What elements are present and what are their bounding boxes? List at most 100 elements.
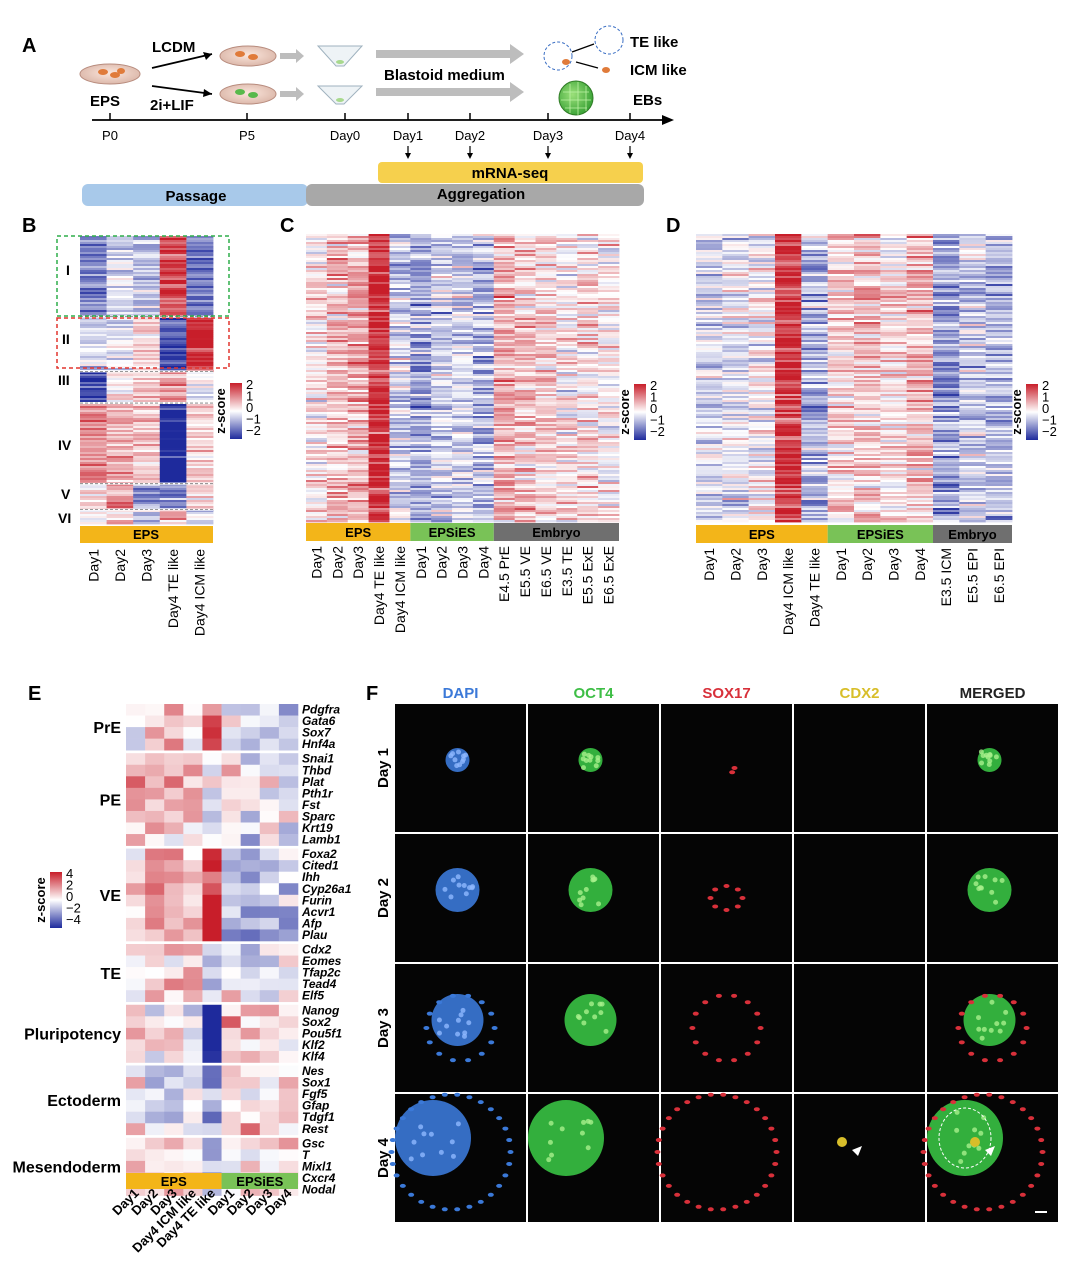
gene-label-eomes: Eomes <box>302 954 342 968</box>
c-col-11: E6.5 VE <box>538 546 554 597</box>
micrograph-2-5 <box>927 834 1058 962</box>
c-col-8: Day4 <box>475 546 491 579</box>
timeline-tick-1: P5 <box>239 128 255 143</box>
c-col-7: Day3 <box>455 546 471 579</box>
condition-lcdm: LCDM <box>152 39 195 56</box>
gene-label-tead4: Tead4 <box>302 977 337 991</box>
gene-label-fgf5: Fgf5 <box>302 1087 328 1101</box>
b-legend-tick-2: 0 <box>246 400 253 415</box>
c-col-5: Day1 <box>413 546 429 579</box>
e-legend-tick-0: 4 <box>66 866 73 881</box>
group-label-1: EPSiES <box>857 527 904 542</box>
cluster-i-box <box>56 235 230 317</box>
micrograph-4-5 <box>920 1092 1058 1222</box>
b-legend-tick-3: −1 <box>246 412 261 427</box>
arrowhead-icon <box>852 1146 862 1156</box>
phase-aggregation: Aggregation <box>437 186 525 203</box>
group-bar-0 <box>696 525 828 543</box>
e-legend-tick-4: −4 <box>66 912 81 927</box>
legend-d: 210−1−2 z-score <box>1009 378 1057 440</box>
panel-f-letter: F <box>366 683 378 705</box>
row-label-day-3: Day 3 <box>375 1008 392 1048</box>
c-col-10: E5.5 VE <box>517 546 533 597</box>
micrograph-1-3 <box>661 704 792 832</box>
panel-e: E PrE PE VE TE Pluripotency Ectoderm Mesendode… <box>13 683 352 1255</box>
b-col-2: Day3 <box>139 549 155 582</box>
timeline-tick-4: Day2 <box>455 128 485 143</box>
category-label-4: Pluripotency <box>24 1027 121 1044</box>
channel-label-dapi: DAPI <box>443 685 479 702</box>
timeline-tick-5: Day3 <box>533 128 563 143</box>
b-legend-tick-1: 1 <box>246 389 253 404</box>
d-legend-tick-2: 0 <box>1042 401 1049 416</box>
panel-d-letter: D <box>666 215 680 237</box>
group-bar-1 <box>827 525 933 543</box>
category-labels-e: PrE PE VE TE Pluripotency Ectoderm Mesendoderm <box>13 720 122 1177</box>
d-legend-tick-1: 1 <box>1042 390 1049 405</box>
d-col-8: Day4 <box>912 548 928 581</box>
gene-label-cited1: Cited1 <box>302 859 339 873</box>
gene-label-plau: Plau <box>302 928 328 942</box>
condition-2i-lif: 2i+LIF <box>150 97 194 114</box>
channel-label-cdx2: CDX2 <box>839 685 879 702</box>
group-bars-d: EPS EPSiES Embryo <box>696 525 1012 543</box>
e-legend-tick-1: 2 <box>66 878 73 893</box>
micrograph-4-1 <box>388 1092 526 1222</box>
panel-f: F DAPI OCT4 SOX17 CDX2 MERGED Day 1 Day 2 Day 3… <box>366 683 1058 1222</box>
group-label-1: EPSiES <box>236 1174 283 1189</box>
category-label-5: Ectoderm <box>47 1093 121 1110</box>
gene-labels-e: PdgfraGata6Sox7Hnf4aSnai1ThbdPlatPth1rFs… <box>301 703 352 1197</box>
d-col-2: Day3 <box>754 548 770 581</box>
micrograph-2-3 <box>661 834 792 962</box>
b-col-3: Day4 TE like <box>165 549 181 628</box>
group-bar-2 <box>933 525 1012 543</box>
cluster-label-iv: IV <box>58 437 72 453</box>
timeline-tick-0: P0 <box>102 128 118 143</box>
group-bar-0 <box>306 523 411 541</box>
micrograph-3-3 <box>661 964 792 1092</box>
group-bar-0 <box>126 1173 222 1189</box>
e-legend-title: z-score <box>33 877 48 923</box>
c-col-6: Day2 <box>434 546 450 579</box>
cluster-label-v: V <box>61 486 71 502</box>
channel-label-oct4: OCT4 <box>573 685 614 702</box>
e-legend-tick-3: −2 <box>66 901 81 916</box>
c-col-0: Day1 <box>308 546 324 579</box>
c-legend-tick-4: −2 <box>650 424 665 439</box>
gene-label-nes: Nes <box>302 1064 324 1078</box>
row-label-day-4: Day 4 <box>375 1137 392 1178</box>
c-col-3: Day4 TE like <box>371 546 387 625</box>
category-label-3: TE <box>101 966 122 983</box>
row-label-day-1: Day 1 <box>375 748 392 788</box>
heatmap-b <box>80 236 214 525</box>
c-col-1: Day2 <box>329 546 345 579</box>
blastoid-icon <box>543 25 624 116</box>
panel-a: A EPS LCDM 2i+LIF <box>22 25 687 206</box>
group-label-1: EPSiES <box>429 525 476 540</box>
d-col-1: Day2 <box>728 548 744 581</box>
gene-label-klf2: Klf2 <box>302 1038 325 1052</box>
d-col-4: Day4 TE like <box>807 548 823 627</box>
gene-label-rest: Rest <box>302 1122 329 1136</box>
gene-label-pou5f1: Pou5f1 <box>302 1026 342 1040</box>
microwell-icon <box>316 45 364 105</box>
panel-d: D EPS EPSiES Embryo Day1 Day2 Day3 Day4 ICM l… <box>666 215 1057 635</box>
gene-label-cxcr4: Cxcr4 <box>302 1171 336 1185</box>
timeline: P0 P5 Day0 Day1 Day2 Day3 Day4 <box>102 113 645 159</box>
gene-label-sparc: Sparc <box>302 809 336 823</box>
gene-label-afp: Afp <box>301 916 322 930</box>
cluster-label-i: I <box>66 262 70 278</box>
gene-label-gfap: Gfap <box>302 1099 329 1113</box>
c-col-12: E3.5 TE <box>559 546 575 596</box>
arrowhead-icon <box>985 1146 995 1156</box>
group-label-0: EPS <box>749 527 775 542</box>
micrograph-4-4 <box>794 1094 925 1222</box>
gene-label-lamb1: Lamb1 <box>302 833 341 847</box>
2i-lif-dish-icon <box>219 83 277 105</box>
gene-label-nodal: Nodal <box>302 1183 336 1197</box>
gene-label-foxa2: Foxa2 <box>302 847 337 861</box>
gene-label-klf4: Klf4 <box>302 1049 325 1063</box>
cluster-label-ii: II <box>62 331 70 347</box>
gene-label-tfap2c: Tfap2c <box>302 966 341 980</box>
micrograph-3-5 <box>927 964 1058 1092</box>
